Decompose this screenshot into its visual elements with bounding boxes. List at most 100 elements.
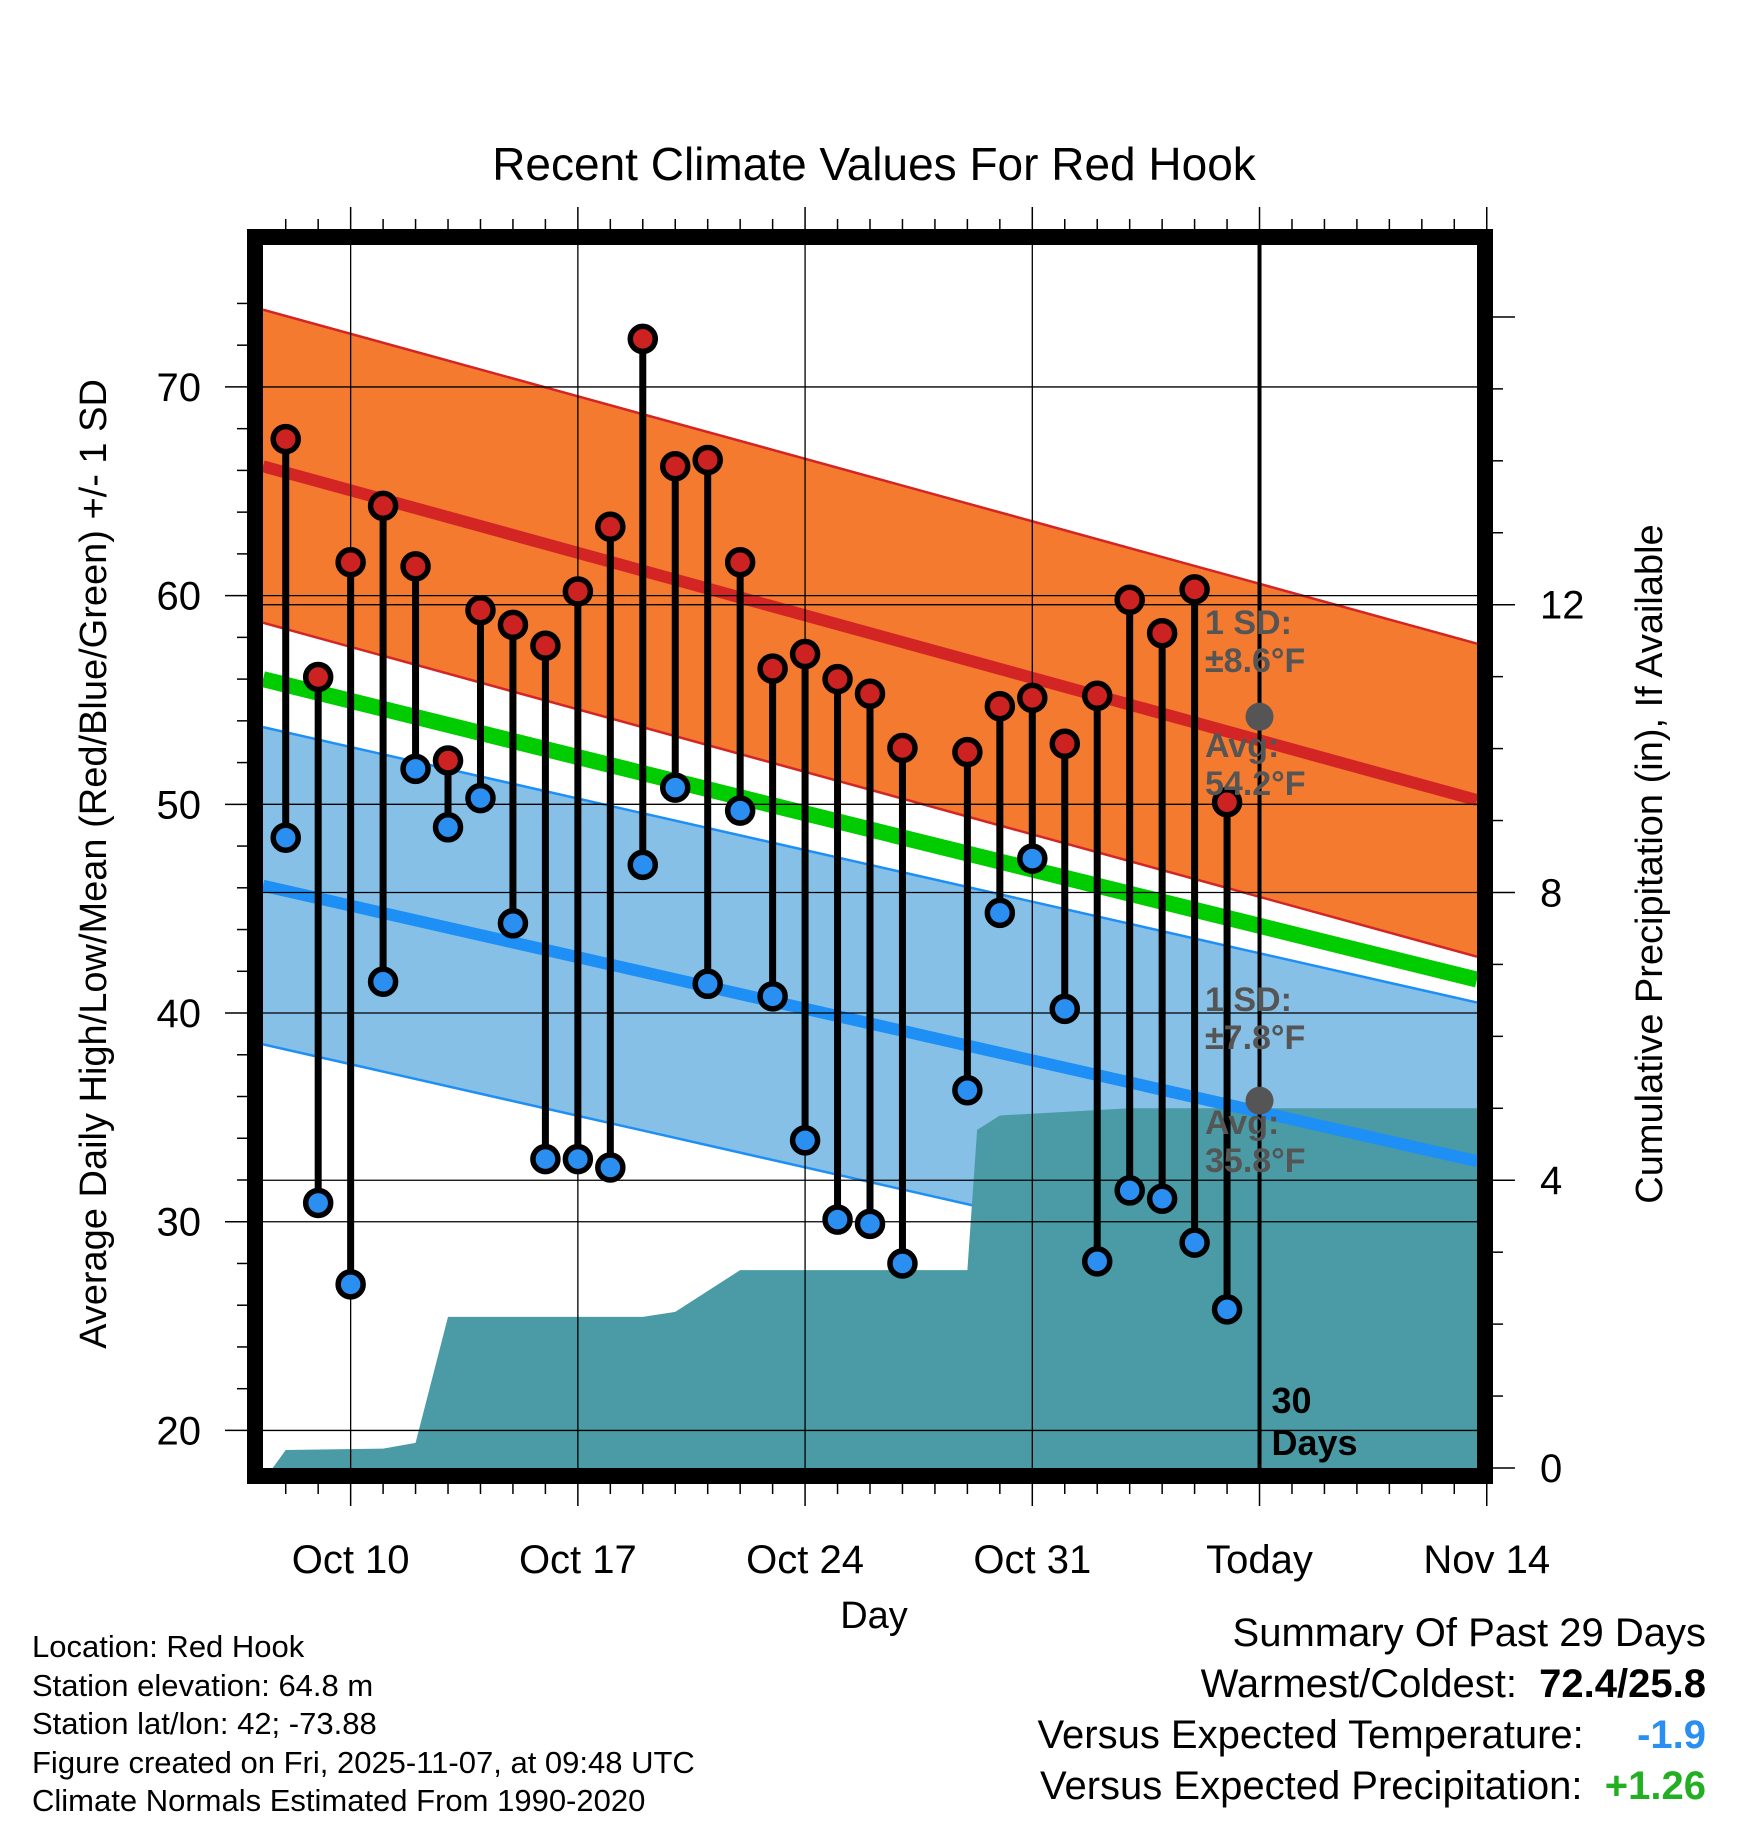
daily-high-dot [335, 546, 366, 578]
daily-low-dot [984, 897, 1016, 929]
daily-high-dot [1114, 584, 1145, 616]
x-axis-tick-label: Today [1206, 1538, 1313, 1582]
high-avg-label: Avg: [1205, 727, 1279, 765]
low-avg-value: 35.8°F [1205, 1142, 1306, 1180]
x-axis-tick-label: Oct 17 [519, 1538, 637, 1582]
y2-axis-tick-label: 4 [1540, 1159, 1562, 1203]
daily-high-dot [1179, 574, 1210, 605]
daily-high-dot [627, 323, 659, 355]
daily-low-dot [432, 812, 464, 843]
daily-low-dot [497, 908, 529, 939]
daily-high-dot [562, 576, 594, 607]
x-axis-label: Day [840, 1595, 908, 1637]
daily-low-dot [270, 822, 301, 853]
daily-low-dot [1049, 993, 1081, 1025]
daily-high-dot [270, 423, 301, 455]
daily-low-dot [1017, 843, 1048, 874]
summary-warm-cold: Warmest/Coldest: 72.4/25.8 [1038, 1659, 1706, 1710]
station-info: Location: Red Hook Station elevation: 64… [32, 1628, 695, 1821]
daily-high-dot [659, 450, 691, 482]
daily-low-dot [887, 1248, 918, 1279]
daily-high-dot [757, 653, 788, 684]
days-count-label: Days [1272, 1422, 1358, 1463]
precip-anomaly-label: Versus Expected Precipitation: [1040, 1764, 1583, 1808]
daily-high-dot [432, 745, 464, 776]
daily-low-dot [789, 1125, 821, 1156]
plot-frame [247, 229, 1493, 1484]
y-axis-tick-label: 60 [157, 575, 202, 619]
high-sd-label: 1 SD: [1205, 604, 1292, 642]
y-axis-tick-label: 70 [157, 366, 202, 410]
y-axis-tick-label: 30 [157, 1201, 202, 1245]
daily-high-dot [854, 678, 886, 709]
normal-high-line [263, 460, 1477, 806]
summary-title: Summary Of Past 29 Days [1232, 1611, 1706, 1655]
low-sd-label: 1 SD: [1205, 981, 1292, 1019]
daily-high-dot [302, 661, 334, 693]
y-axis-label: Average Daily High/Low/Mean (Red/Blue/Gr… [73, 379, 115, 1349]
temp-anomaly-value: -1.9 [1637, 1713, 1706, 1757]
x-axis-tick-label: Oct 10 [292, 1538, 410, 1582]
daily-low-dot [1081, 1246, 1113, 1277]
y-axis-tick-label: 50 [157, 783, 202, 827]
daily-high-dot [692, 444, 723, 476]
daily-high-dot [952, 736, 983, 768]
daily-high-dot [367, 490, 399, 522]
summary-temp: Versus Expected Temperature: -1.9 [1038, 1710, 1706, 1761]
daily-low-dot [724, 795, 756, 826]
daily-high-dot [497, 609, 529, 641]
daily-high-dot [984, 690, 1016, 722]
temp-anomaly-label: Versus Expected Temperature: [1037, 1713, 1584, 1757]
daily-high-dot [595, 511, 626, 542]
daily-high-dot [1049, 728, 1081, 760]
daily-high-dot [822, 663, 853, 695]
daily-low-dot [1211, 1294, 1243, 1325]
y-axis-tick-label: 20 [157, 1409, 202, 1453]
daily-high-dot [789, 638, 821, 670]
x-axis-tick-label: Oct 31 [973, 1538, 1091, 1582]
daily-low-dot [335, 1269, 366, 1300]
daily-high-dot [1146, 617, 1178, 649]
daily-high-dot [1081, 680, 1113, 712]
x-axis-tick-label: Nov 14 [1423, 1538, 1550, 1582]
daily-high-dot [887, 732, 918, 764]
daily-high-dot [1211, 786, 1243, 818]
daily-low-dot [757, 981, 788, 1012]
daily-high-dot [724, 546, 756, 578]
precip-anomaly-value: +1.26 [1604, 1764, 1706, 1808]
x-axis-tick-label: Oct 24 [746, 1538, 864, 1582]
daily-low-dot [1179, 1227, 1210, 1258]
daily-high-dot [465, 594, 496, 626]
y2-axis-tick-label: 8 [1540, 871, 1562, 915]
y-axis-tick-label: 40 [157, 992, 202, 1036]
daily-low-dot [400, 753, 431, 785]
daily-high-dot [530, 630, 561, 661]
daily-low-dot [302, 1187, 334, 1219]
high-sd-value: ±8.6°F [1205, 642, 1305, 680]
y2-axis-label: Cumulative Precipitation (in), If Availa… [1629, 524, 1671, 1203]
days-count-number: 30 [1272, 1380, 1312, 1421]
daily-high-dot [1017, 682, 1048, 714]
daily-low-dot [562, 1143, 594, 1175]
daily-low-dot [530, 1143, 561, 1175]
low-sd-value: ±7.8°F [1205, 1019, 1305, 1057]
high-avg-marker [1245, 702, 1274, 731]
low-avg-label: Avg: [1205, 1104, 1279, 1142]
summary-panel: Summary Of Past 29 Days Warmest/Coldest:… [1038, 1608, 1706, 1812]
high-avg-value: 54.2°F [1205, 765, 1306, 803]
normals-text: Climate Normals Estimated From 1990-2020 [32, 1783, 646, 1818]
daily-low-dot [854, 1208, 886, 1240]
daily-low-dot [465, 782, 496, 814]
axes: 20 30 40 50 60 70 0 4 8 12 Oct 10 Oct 17 Oct 24 Oct 3… [157, 207, 1585, 1582]
daily-low-dot [1114, 1175, 1145, 1206]
daily-low-dot [367, 966, 399, 997]
daily-low-dot [952, 1074, 983, 1106]
low-avg-marker [1245, 1086, 1274, 1115]
summary-precip: Versus Expected Precipitation: +1.26 [1038, 1761, 1706, 1812]
daily-low-dot [1146, 1183, 1178, 1215]
normal-high-band-upper-edge [263, 308, 1477, 645]
daily-low-dot [595, 1152, 626, 1183]
warm-cold-label: Warmest/Coldest: [1200, 1662, 1517, 1706]
